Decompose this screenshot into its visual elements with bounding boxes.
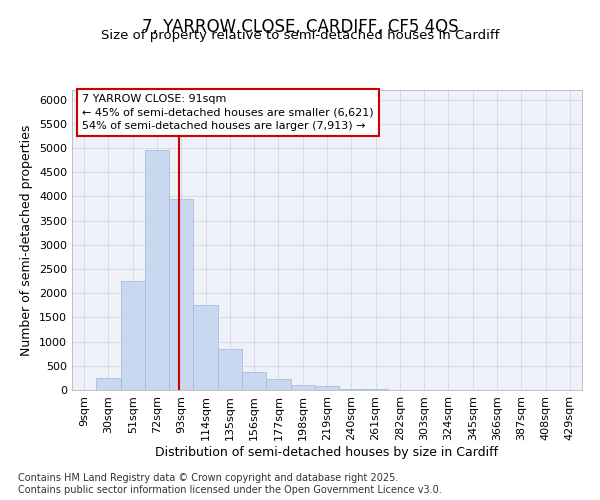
Text: 7 YARROW CLOSE: 91sqm
← 45% of semi-detached houses are smaller (6,621)
54% of s: 7 YARROW CLOSE: 91sqm ← 45% of semi-deta…	[82, 94, 374, 131]
Bar	[121, 281, 145, 390]
Bar	[290, 385, 315, 390]
Bar	[193, 306, 218, 390]
Bar	[96, 378, 121, 390]
Bar	[218, 349, 242, 390]
Bar	[266, 380, 290, 390]
X-axis label: Distribution of semi-detached houses by size in Cardiff: Distribution of semi-detached houses by …	[155, 446, 499, 458]
Bar	[339, 388, 364, 390]
Bar	[145, 150, 169, 390]
Bar	[315, 386, 339, 390]
Y-axis label: Number of semi-detached properties: Number of semi-detached properties	[20, 124, 34, 356]
Bar	[169, 199, 193, 390]
Text: 7, YARROW CLOSE, CARDIFF, CF5 4QS: 7, YARROW CLOSE, CARDIFF, CF5 4QS	[142, 18, 458, 36]
Bar	[242, 372, 266, 390]
Text: Size of property relative to semi-detached houses in Cardiff: Size of property relative to semi-detach…	[101, 29, 499, 42]
Text: Contains HM Land Registry data © Crown copyright and database right 2025.
Contai: Contains HM Land Registry data © Crown c…	[18, 474, 442, 495]
